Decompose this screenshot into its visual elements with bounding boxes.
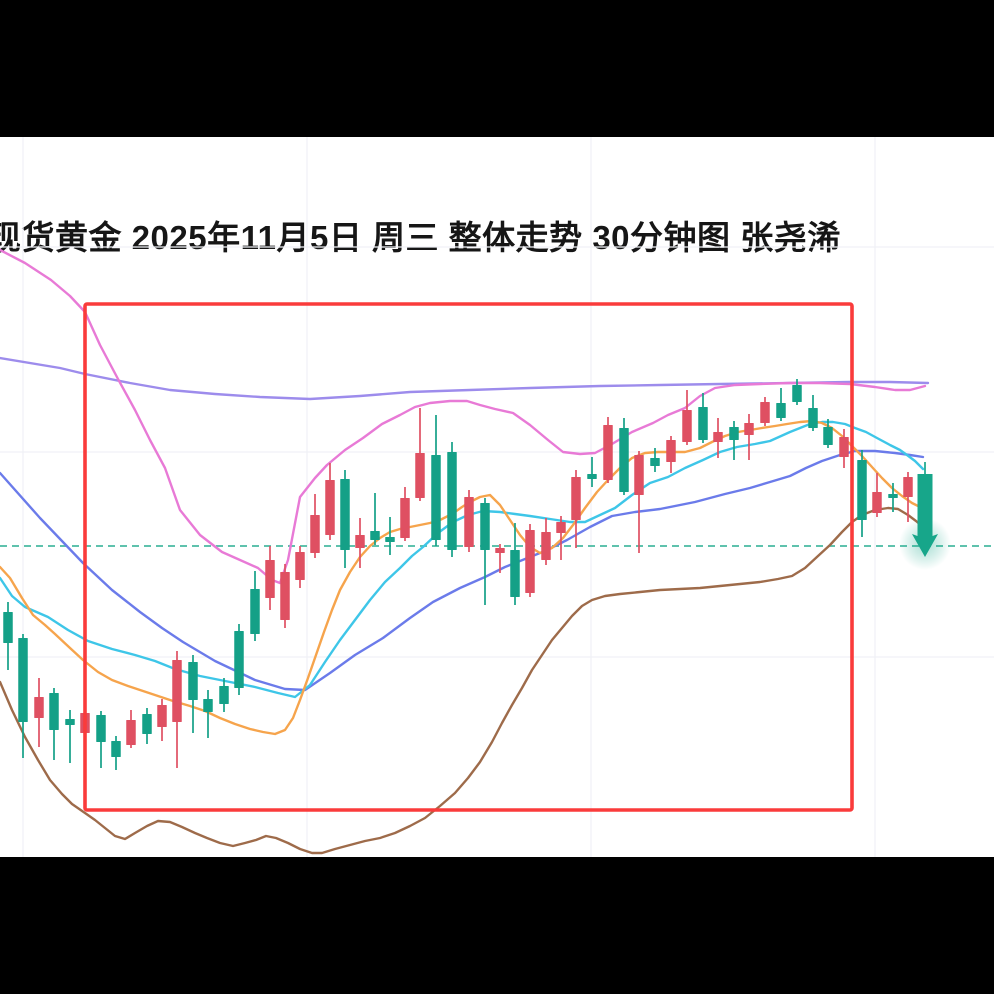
candlestick-chart: [0, 137, 994, 857]
down-arrow-annotation: [899, 462, 951, 570]
chart-title: 现货黄金 2025年11月5日 周三 整体走势 30分钟图 张尧浠: [0, 219, 841, 256]
gridlines: [0, 137, 994, 857]
top-letterbox-bar: [0, 0, 994, 137]
band-magenta: [0, 248, 927, 585]
lower-band-brown: [0, 506, 925, 855]
chart-canvas-area[interactable]: 现货黄金 2025年11月5日 周三 整体走势 30分钟图 张尧浠: [0, 137, 994, 857]
bottom-letterbox-bar: [0, 857, 994, 994]
red-annotation-box: [83, 302, 854, 812]
ma-slow-blue: [0, 449, 925, 692]
ma-band-lines: [0, 248, 930, 855]
upper-band-violet: [0, 356, 930, 401]
ma-mid-cyan: [0, 420, 925, 699]
candles: [3, 379, 913, 770]
